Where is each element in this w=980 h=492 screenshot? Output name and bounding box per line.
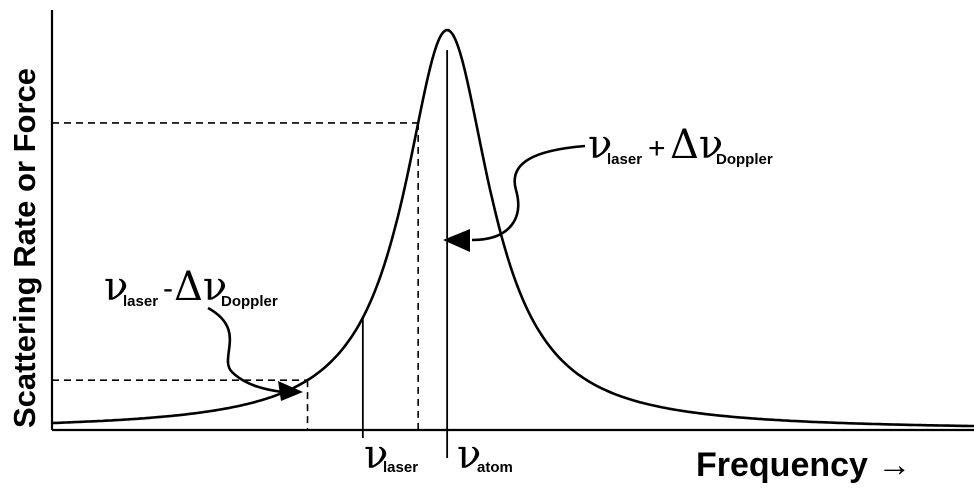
svg-text:ν: ν: [364, 432, 388, 478]
svg-text:Δν: Δν: [174, 264, 227, 310]
plus-doppler-label: ν laser + Δν Doppler: [588, 122, 773, 168]
svg-text:Δν: Δν: [670, 122, 723, 168]
svg-text:ν: ν: [457, 432, 481, 478]
lorentzian-curve: [51, 28, 974, 428]
svg-text:Doppler: Doppler: [716, 151, 773, 168]
nu-laser-label: ν laser: [364, 432, 418, 478]
svg-text:+: +: [648, 132, 666, 165]
minus-doppler-arrowhead: [278, 381, 303, 401]
nu-atom-label: ν atom: [457, 432, 513, 478]
svg-text:laser: laser: [123, 293, 158, 310]
svg-text:ν: ν: [588, 122, 612, 168]
y-axis-label: Scattering Rate or Force: [7, 68, 42, 428]
svg-text:laser: laser: [383, 459, 418, 476]
svg-text:laser: laser: [607, 151, 642, 168]
minus-doppler-arrow: [207, 306, 283, 394]
svg-text:Doppler: Doppler: [221, 293, 278, 310]
plus-doppler-arrowhead: [443, 229, 470, 252]
plus-doppler-arrow: [471, 144, 586, 242]
svg-text:atom: atom: [477, 459, 513, 476]
x-axis-label: Frequency →: [696, 446, 911, 484]
svg-text:-: -: [163, 272, 173, 305]
minus-doppler-label: ν laser - Δν Doppler: [104, 264, 278, 310]
svg-text:ν: ν: [104, 264, 128, 310]
